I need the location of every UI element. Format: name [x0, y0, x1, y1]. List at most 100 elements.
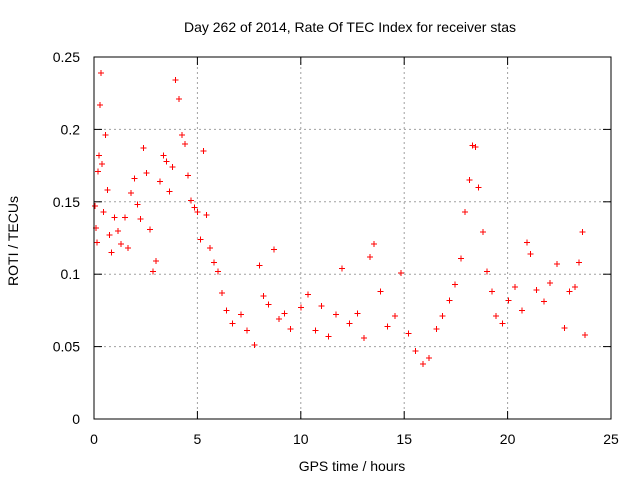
data-point — [483, 268, 490, 275]
data-point — [466, 177, 473, 184]
data-point — [92, 203, 99, 210]
data-point — [175, 95, 182, 102]
tick-layer — [93, 56, 612, 420]
data-point — [479, 229, 486, 236]
data-point — [117, 240, 124, 247]
data-point — [505, 297, 512, 304]
data-point — [260, 292, 267, 299]
y-tick-label: 0.15 — [53, 194, 80, 210]
data-point — [575, 259, 582, 266]
data-point — [318, 303, 325, 310]
data-point — [469, 142, 476, 149]
data-point — [354, 310, 361, 317]
data-point — [185, 172, 192, 179]
data-point — [287, 326, 294, 333]
data-point — [237, 311, 244, 318]
data-point — [134, 201, 141, 208]
data-point — [462, 208, 469, 215]
data-point — [499, 320, 506, 327]
data-point — [433, 326, 440, 333]
data-point — [554, 261, 561, 268]
data-point — [439, 313, 446, 320]
data-point — [270, 246, 277, 253]
data-point — [166, 188, 173, 195]
data-point — [188, 197, 195, 204]
data-point — [203, 211, 210, 218]
data-point — [524, 239, 531, 246]
data-point — [451, 281, 458, 288]
data-point — [181, 140, 188, 147]
data-point — [122, 214, 129, 221]
data-point — [265, 301, 272, 308]
data-point — [281, 310, 288, 317]
data-point — [149, 268, 156, 275]
data-point — [312, 327, 319, 334]
data-point — [131, 175, 138, 182]
x-tick-label: 25 — [603, 431, 619, 447]
data-point — [172, 77, 179, 84]
data-point — [194, 208, 201, 215]
data-layer — [92, 69, 588, 367]
data-point — [377, 288, 384, 295]
x-tick-label: 15 — [396, 431, 412, 447]
data-point — [561, 324, 568, 331]
x-tick-label: 10 — [293, 431, 309, 447]
data-point — [581, 332, 588, 339]
data-point — [332, 311, 339, 318]
data-point — [153, 258, 160, 265]
data-point — [96, 152, 103, 159]
y-tick-label: 0.25 — [53, 49, 80, 65]
data-point — [100, 208, 107, 215]
data-point — [325, 333, 332, 340]
data-point — [137, 216, 144, 223]
data-point — [114, 227, 121, 234]
grid-layer — [94, 57, 611, 419]
data-point — [140, 145, 147, 152]
data-point — [305, 291, 312, 298]
data-point — [419, 360, 426, 367]
plot-frame — [93, 56, 612, 420]
data-point — [489, 288, 496, 295]
data-point — [106, 232, 113, 239]
data-point — [446, 297, 453, 304]
x-tick-label: 20 — [500, 431, 516, 447]
data-point — [412, 347, 419, 354]
data-point — [178, 132, 185, 139]
data-point — [546, 279, 553, 286]
data-point — [97, 101, 104, 108]
data-point — [229, 320, 236, 327]
y-tick-label: 0.2 — [61, 121, 81, 137]
data-point — [98, 161, 105, 168]
data-point — [206, 245, 213, 252]
data-point — [566, 288, 573, 295]
data-point — [475, 184, 482, 191]
data-point — [163, 158, 170, 165]
data-point — [102, 132, 109, 139]
data-point — [210, 259, 217, 266]
data-point — [215, 268, 222, 275]
tick-label-layer: 0 5 10 15 20 25 0 0.05 0.1 0.15 0.2 0.25 — [53, 49, 619, 447]
data-point — [97, 69, 104, 76]
chart-title: Day 262 of 2014, Rate Of TEC Index for r… — [184, 19, 516, 35]
data-point — [111, 214, 118, 221]
data-point — [94, 239, 101, 246]
data-point — [128, 190, 135, 197]
x-axis-label: GPS time / hours — [299, 458, 406, 474]
data-point — [251, 342, 258, 349]
data-point — [157, 178, 164, 185]
data-point — [95, 168, 102, 175]
data-point — [511, 284, 518, 291]
data-point — [426, 355, 433, 362]
data-point — [527, 250, 534, 257]
data-point — [169, 164, 176, 171]
data-point — [223, 307, 230, 314]
data-point — [579, 229, 586, 236]
data-point — [197, 236, 204, 243]
data-point — [360, 334, 367, 341]
data-point — [160, 152, 167, 159]
x-tick-label: 0 — [90, 431, 98, 447]
data-point — [571, 284, 578, 291]
data-point — [384, 323, 391, 330]
